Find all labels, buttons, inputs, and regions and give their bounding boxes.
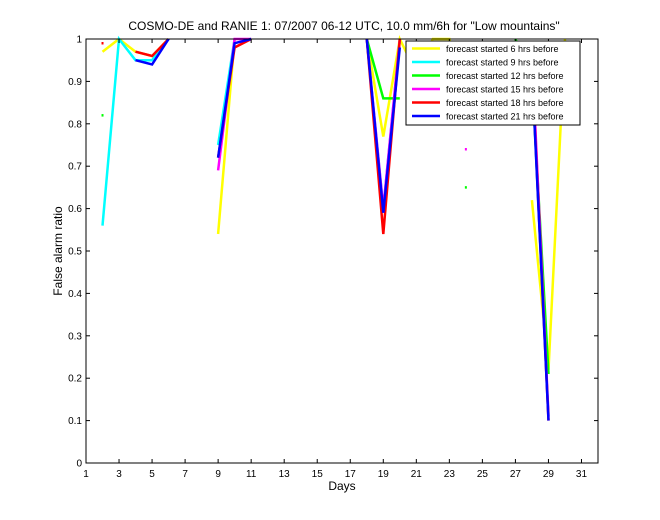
legend-label: forecast started 12 hrs before (446, 71, 564, 81)
legend-item: forecast started 9 hrs before (412, 58, 559, 68)
series-segment (135, 38, 170, 58)
legend-item: forecast started 21 hrs before (412, 112, 564, 122)
legend-items: forecast started 6 hrs before forecast st… (412, 44, 564, 122)
x-tick-label: 3 (116, 469, 122, 480)
x-tick-label: 5 (149, 469, 155, 480)
series-segment (530, 68, 550, 421)
legend-label: forecast started 6 hrs before (446, 44, 559, 54)
y-tick-label: 0.1 (68, 416, 82, 427)
y-tick-label: 0.8 (68, 119, 82, 130)
legend-item: forecast started 15 hrs before (412, 85, 564, 95)
x-tick-label: 13 (279, 469, 291, 480)
legend-box (405, 40, 581, 126)
y-axis-ticks: 0 0.1 0.2 0.3 0.4 0.5 0.6 0.7 0.8 0.9 1 (68, 35, 598, 470)
legend-label: forecast started 15 hrs before (446, 85, 564, 95)
y-axis-label: False alarm ratio (51, 206, 65, 296)
series-line (135, 37, 550, 421)
y-tick-label: 0.2 (68, 374, 82, 385)
x-tick-label: 7 (182, 469, 188, 480)
y-tick-label: 0.4 (68, 289, 82, 300)
x-tick-label: 11 (246, 469, 257, 480)
y-tick-label: 0.3 (68, 331, 82, 342)
x-tick-label: 1 (83, 469, 89, 480)
y-tick-label: 1 (76, 35, 82, 46)
x-tick-label: 17 (345, 469, 357, 480)
legend-label: forecast started 18 hrs before (446, 98, 564, 108)
legend: forecast started 6 hrs before forecast st… (405, 40, 581, 126)
x-axis-ticks: 1 3 5 7 9 11 13 15 17 19 21 23 25 27 29 31 (83, 39, 587, 480)
series-segment (216, 37, 252, 158)
x-tick-label: 31 (576, 469, 588, 480)
y-tick-label: 0 (76, 459, 82, 470)
legend-label: forecast started 21 hrs before (446, 112, 564, 122)
series-segment (216, 37, 252, 171)
legend-item: forecast started 6 hrs before (412, 44, 559, 54)
x-tick-label: 19 (378, 469, 390, 480)
y-tick-label: 0.6 (68, 204, 82, 215)
x-tick-label: 9 (215, 469, 221, 480)
legend-item: forecast started 12 hrs before (412, 71, 564, 81)
x-tick-label: 23 (444, 469, 456, 480)
legend-item: forecast started 18 hrs before (412, 98, 564, 108)
x-axis-label: Days (328, 479, 355, 493)
series-segment (135, 38, 170, 66)
x-tick-label: 21 (411, 469, 423, 480)
y-tick-label: 0.7 (68, 162, 82, 173)
series-segment (365, 38, 402, 213)
x-tick-label: 25 (477, 469, 489, 480)
series-segment (101, 35, 170, 226)
y-tick-label: 0.5 (68, 247, 82, 258)
chart-title: COSMO-DE and RANIE 1: 07/2007 06-12 UTC,… (128, 19, 559, 33)
y-tick-label: 0.9 (68, 77, 82, 88)
x-tick-label: 27 (510, 469, 522, 480)
x-tick-label: 15 (312, 469, 324, 480)
x-tick-label: 29 (543, 469, 555, 480)
legend-label: forecast started 9 hrs before (446, 58, 559, 68)
